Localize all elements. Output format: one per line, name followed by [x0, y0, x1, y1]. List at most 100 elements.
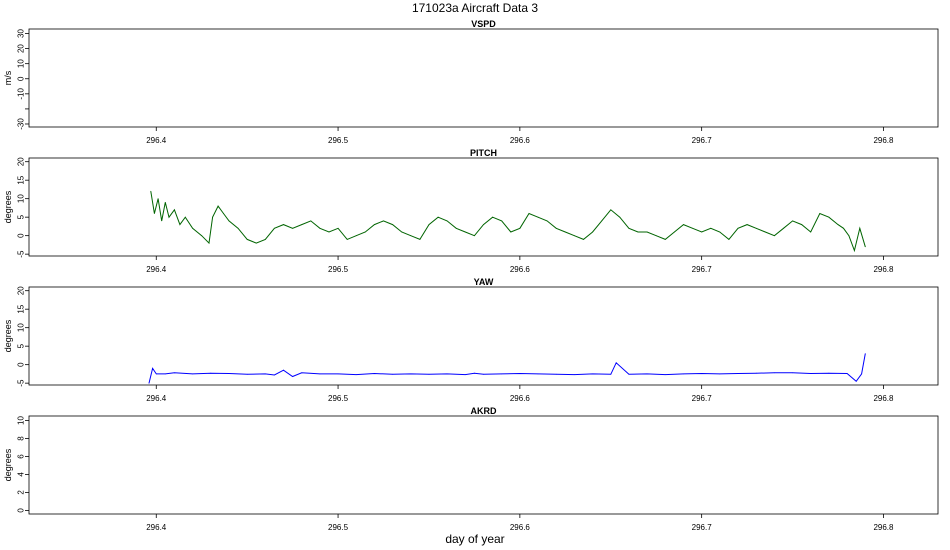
data-point	[217, 205, 219, 207]
data-point	[374, 224, 375, 226]
data-point	[392, 373, 393, 375]
data-point	[792, 220, 793, 222]
data-point	[474, 235, 475, 237]
panel-title: VSPD	[471, 19, 496, 29]
data-point	[574, 374, 575, 375]
series-line	[150, 191, 866, 253]
data-point	[610, 209, 612, 211]
panel-vspd: VSPD 296.4 296.5 296.6 296.7 296.8 -30 -10 0 10 20…	[3, 19, 939, 145]
y-tick-label: 5	[17, 214, 26, 219]
data-point	[592, 231, 593, 233]
data-point	[374, 373, 375, 374]
data-point	[210, 372, 212, 374]
y-tick-label: 0	[17, 362, 26, 367]
data-point	[174, 209, 175, 211]
data-point	[355, 235, 357, 237]
plot-frame	[28, 28, 939, 128]
data-point	[519, 373, 521, 374]
data-point	[628, 227, 630, 229]
data-point	[154, 213, 155, 214]
data-point	[301, 372, 303, 374]
data-point	[755, 372, 757, 374]
y-axis-label: m/s	[3, 70, 13, 85]
panel-title: AKRD	[471, 406, 497, 416]
data-point	[846, 373, 848, 374]
y-tick-label: 20	[17, 157, 26, 166]
data-point	[228, 373, 230, 374]
data-point	[319, 227, 321, 229]
data-point	[428, 373, 430, 375]
data-point	[179, 224, 181, 226]
data-point	[355, 374, 357, 375]
data-point	[255, 242, 257, 244]
panel-title: PITCH	[470, 148, 497, 158]
y-tick-label: -10	[17, 87, 26, 99]
y-tick-label: 20	[17, 286, 26, 295]
x-tick-label: 296.8	[873, 523, 894, 532]
data-point	[637, 231, 639, 233]
data-point	[701, 231, 703, 233]
x-tick-label: 296.8	[873, 265, 894, 274]
data-point	[155, 373, 157, 375]
x-tick-label: 296.4	[146, 265, 167, 274]
data-point	[655, 235, 657, 237]
series-line	[148, 353, 866, 384]
main-title: 171023a Aircraft Data 3	[412, 1, 538, 15]
y-tick-label: 10	[17, 194, 26, 203]
y-tick-label: 10	[17, 415, 26, 424]
data-point	[583, 239, 584, 240]
data-point	[592, 373, 593, 375]
y-axis-label: degrees	[3, 319, 13, 352]
data-point	[328, 231, 330, 233]
plot-frame	[28, 157, 939, 257]
plot-frame	[28, 415, 939, 515]
data-point	[283, 369, 284, 371]
data-point	[264, 239, 266, 240]
data-point	[674, 231, 675, 233]
y-tick-label: 0	[17, 233, 26, 238]
x-tick-label: 296.5	[328, 136, 349, 145]
data-point	[601, 220, 603, 222]
data-point	[646, 231, 648, 233]
data-point	[346, 239, 348, 240]
y-tick-label: 4	[17, 472, 26, 477]
data-point	[483, 373, 484, 375]
data-point	[683, 224, 684, 226]
x-tick-label: 296.6	[510, 523, 531, 532]
y-tick-label: 10	[17, 59, 26, 68]
data-point	[237, 227, 239, 229]
data-point	[228, 220, 230, 222]
data-point	[152, 368, 154, 369]
data-point	[859, 227, 861, 229]
data-point	[337, 373, 339, 375]
y-tick-label: -5	[17, 379, 26, 387]
data-point	[710, 227, 712, 229]
x-tick-label: 296.5	[328, 523, 349, 532]
data-point	[410, 373, 412, 375]
y-tick-label: 10	[17, 323, 26, 332]
data-point	[464, 374, 466, 375]
data-point	[301, 224, 303, 226]
data-point	[774, 235, 775, 237]
data-point	[510, 231, 512, 233]
data-point	[683, 373, 684, 375]
data-point	[854, 250, 855, 251]
data-point	[446, 373, 448, 375]
data-point	[555, 373, 557, 375]
data-point	[446, 220, 448, 222]
x-tick-label: 296.4	[146, 523, 167, 532]
data-point	[837, 224, 839, 226]
data-point	[646, 373, 648, 375]
data-point	[437, 216, 439, 218]
data-point	[208, 242, 210, 244]
data-point	[528, 213, 530, 214]
x-tick-label: 296.5	[328, 265, 349, 274]
y-tick-label: 5	[17, 343, 26, 348]
data-point	[337, 227, 339, 229]
data-point	[464, 231, 466, 233]
data-point	[161, 220, 163, 222]
data-point	[819, 213, 821, 214]
data-point	[828, 372, 830, 374]
